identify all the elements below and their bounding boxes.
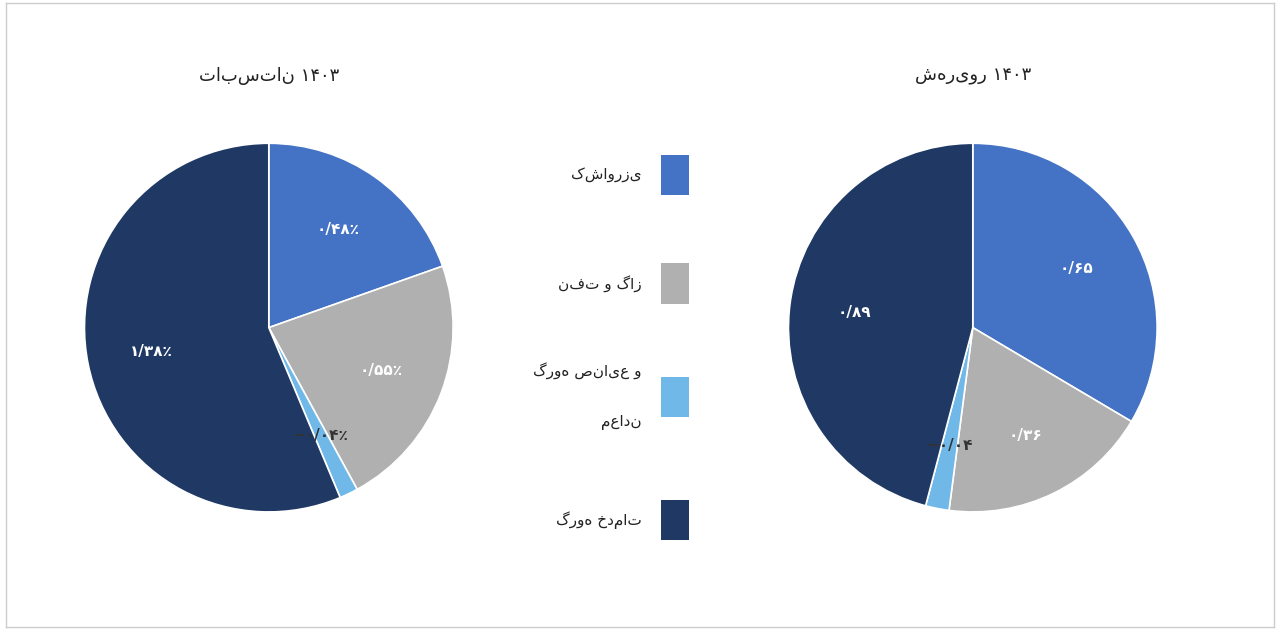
Wedge shape: [269, 266, 453, 490]
Text: ۰/۳۶: ۰/۳۶: [1009, 428, 1042, 443]
Text: گروه خدمات: گروه خدمات: [556, 511, 641, 529]
Title: تابستان ۱۴۰۳: تابستان ۱۴۰۳: [198, 67, 339, 84]
Text: نفت و گاز: نفت و گاز: [558, 275, 641, 292]
Text: ۱/۳۸٪: ۱/۳۸٪: [129, 344, 173, 358]
FancyBboxPatch shape: [660, 377, 689, 417]
Text: −۰/۰۴٪: −۰/۰۴٪: [293, 428, 348, 443]
Wedge shape: [84, 143, 340, 512]
Text: ۰/۴۸٪: ۰/۴۸٪: [316, 222, 360, 238]
Wedge shape: [788, 143, 973, 506]
Text: ۰/۶۵: ۰/۶۵: [1060, 261, 1093, 276]
Title: شهریور ۱۴۰۳: شهریور ۱۴۰۳: [915, 67, 1030, 85]
FancyBboxPatch shape: [660, 263, 689, 304]
Text: ۰/۸۹: ۰/۸۹: [837, 305, 870, 319]
Wedge shape: [925, 328, 973, 510]
Text: کشاورزی: کشاورزی: [571, 168, 641, 182]
Text: −۰/۰۴: −۰/۰۴: [927, 438, 973, 452]
Text: ۰/۵۵٪: ۰/۵۵٪: [360, 363, 402, 378]
Wedge shape: [948, 328, 1132, 512]
Wedge shape: [973, 143, 1157, 421]
Text: گروه صنایع و: گروه صنایع و: [532, 362, 641, 379]
FancyBboxPatch shape: [660, 155, 689, 195]
FancyBboxPatch shape: [660, 500, 689, 540]
Wedge shape: [269, 328, 357, 498]
Wedge shape: [269, 143, 443, 328]
Text: شکل ۳. نمودار سهم بخش‌های اقتصادی از رشد اقتصادی شهریور و تابستان ۱۴۰۳(۱۰۰=۱۳۹۵): شکل ۳. نمودار سهم بخش‌های اقتصادی از رشد…: [175, 29, 1105, 47]
Text: معادن: معادن: [600, 415, 641, 430]
